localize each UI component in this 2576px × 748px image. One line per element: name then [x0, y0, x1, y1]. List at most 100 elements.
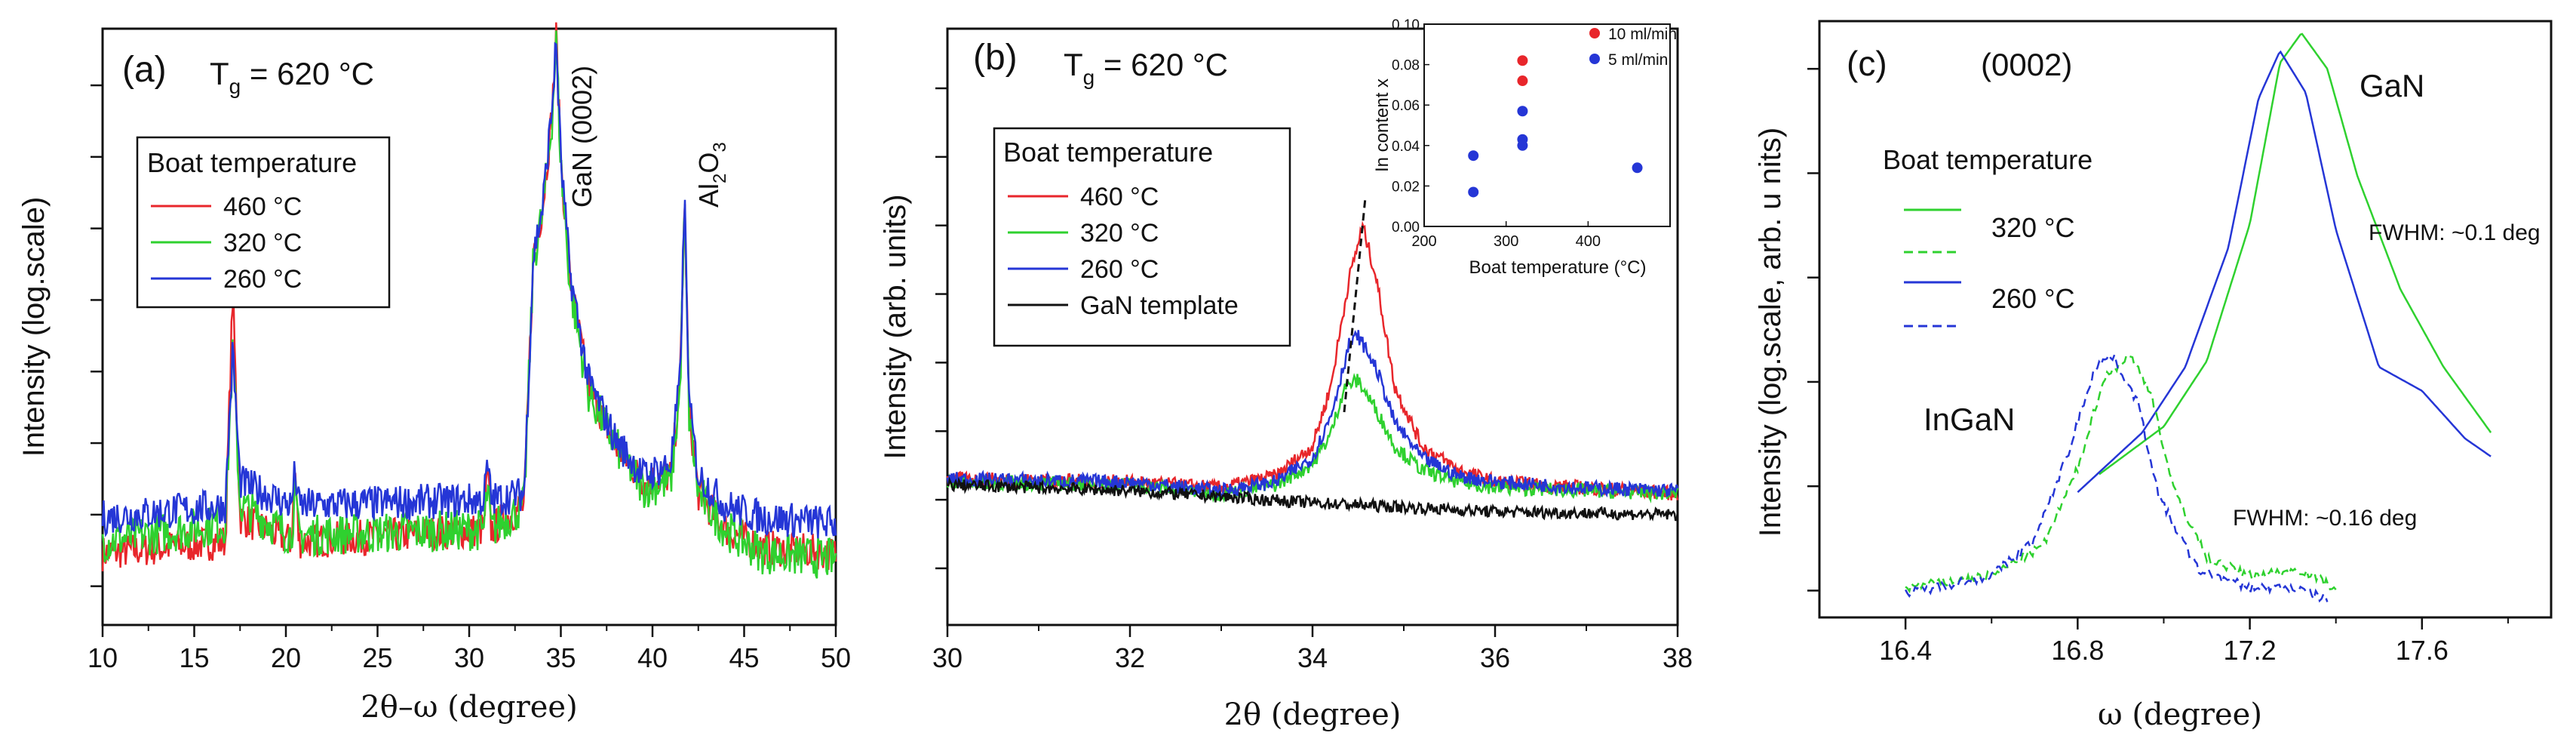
- x-tick-label: 16.8: [2051, 635, 2104, 666]
- inset-x-tick-label: 400: [1576, 233, 1601, 250]
- series-line: [2099, 32, 2492, 476]
- panel-c-lines: [1905, 32, 2492, 603]
- panel-c-ticks: 16.4 16.8 17.2 17.6: [1807, 67, 2509, 666]
- panel-b-legend: Boat temperature 460 °C 320 °C 260 °C GaN t…: [993, 127, 1291, 347]
- al-sub1: 2: [710, 174, 730, 183]
- annotation-rest: = 620 °C: [1095, 47, 1228, 82]
- panel-c-label: (c): [1847, 44, 1887, 83]
- inset-legend-marker: [1589, 28, 1600, 38]
- x-tick-label: 50: [821, 642, 851, 673]
- series-line: [2077, 50, 2492, 494]
- annotation-main: T: [1064, 47, 1083, 82]
- inset-xlabel: Boat temperature (°C): [1469, 257, 1646, 278]
- panel-c-frame: [1818, 20, 2553, 619]
- legend-label: 260 °C: [223, 265, 302, 294]
- panel-b-xlabel: 2θ (degree): [1224, 697, 1402, 732]
- al-sub2: 3: [710, 142, 730, 152]
- legend-entries: 460 °C 320 °C 260 °C GaN template: [1008, 183, 1239, 320]
- x-tick-label: 17.6: [2396, 635, 2449, 666]
- panel-b: 30 32 34 36 38 (b) Tg = 620 °C Boat temperat…: [879, 17, 1693, 732]
- inset-frame: [1423, 23, 1671, 227]
- peak-shift-guide: [1343, 197, 1367, 413]
- panel-c: 16.4 16.8 17.2 17.6 (c) (0002) GaN InGaN FW…: [1754, 20, 2553, 732]
- panel-b-annotation: Tg = 620 °C: [1064, 47, 1228, 89]
- inset-content: 200 300 400 0.00 0.02 0.04 0.06 0.08 0.10: [1392, 17, 1643, 250]
- legend-label: 260 °C: [1080, 255, 1159, 284]
- series-line: [1905, 352, 2337, 594]
- panel-a-legend: Boat temperature 460 °C 320 °C 260 °C: [136, 136, 391, 309]
- legend-title: Boat temperature: [147, 147, 357, 178]
- legend-label: 460 °C: [223, 192, 302, 221]
- label-ingan: InGaN: [1924, 402, 2015, 437]
- series-line: [1905, 351, 2329, 603]
- x-tick-label: 34: [1297, 642, 1328, 673]
- x-tick-label: 38: [1663, 642, 1693, 673]
- legend-label-320: 320 °C: [1991, 212, 2074, 243]
- fwhm-gan: FWHM: ~0.1 deg: [2369, 220, 2541, 245]
- x-tick-label: 16.4: [1879, 635, 1932, 666]
- inset-data-point: [1517, 106, 1528, 117]
- panel-a-annotation: Tg = 620 °C: [210, 56, 374, 98]
- x-tick-label: 40: [637, 642, 668, 673]
- panel-a: 10 15 20 25 30 35 40 45 50 (a) Tg = 620 °C Boat …: [17, 22, 851, 725]
- inset-y-tick-label: 0.10: [1392, 17, 1420, 33]
- panel-c-xlabel: ω (degree): [2098, 697, 2262, 732]
- x-tick-label: 45: [729, 642, 759, 673]
- panel-a-ticks: 10 15 20 25 30 35 40 45 50: [88, 84, 851, 673]
- annotation-sub: g: [229, 75, 241, 98]
- panel-b-ticks: 30 32 34 36 38: [932, 87, 1693, 673]
- inset-legend-label: 10 ml/min: [1608, 26, 1677, 43]
- panel-b-lines: [946, 220, 1679, 522]
- annotation-sub: g: [1083, 66, 1095, 89]
- inset-legend-marker: [1589, 54, 1600, 64]
- inset-y-tick-label: 0.06: [1392, 98, 1420, 114]
- peak-label-al2o3: Al2O3: [693, 142, 730, 208]
- inset-y-tick-label: 0.08: [1392, 58, 1420, 74]
- label-gan: GaN: [2360, 68, 2424, 103]
- inset-y-tick-label: 0.02: [1392, 179, 1420, 195]
- legend-label: 320 °C: [223, 229, 302, 257]
- x-tick-label: 17.2: [2224, 635, 2277, 666]
- panel-a-lines: [101, 22, 837, 579]
- fwhm-ingan: FWHM: ~0.16 deg: [2233, 506, 2417, 531]
- x-tick-label: 10: [88, 642, 118, 673]
- panel-a-ylabel: Intensity (log.scale): [17, 197, 51, 457]
- legend-label-260: 260 °C: [1991, 283, 2074, 314]
- x-tick-label: 15: [179, 642, 209, 673]
- al-main: Al: [693, 183, 724, 208]
- panel-c-annotation: (0002): [1981, 47, 2072, 82]
- inset-data-point: [1468, 186, 1479, 198]
- inset-data-point: [1517, 75, 1528, 87]
- panel-b-label: (b): [973, 38, 1018, 78]
- x-tick-label: 20: [271, 642, 301, 673]
- series-line: [947, 476, 1679, 522]
- series-line: [946, 220, 1679, 501]
- inset-chart: 200 300 400 0.00 0.02 0.04 0.06 0.08 0.10 Boat t…: [1372, 17, 1677, 278]
- legend-title: Boat temperature: [1883, 144, 2092, 175]
- inset-y-tick-label: 0.04: [1392, 139, 1420, 155]
- panel-c-legend: Boat temperature 320 °C 260 °C: [1883, 144, 2092, 328]
- inset-y-tick-label: 0.00: [1392, 220, 1420, 235]
- annotation-rest: = 620 °C: [241, 56, 374, 91]
- x-tick-label: 30: [932, 642, 963, 673]
- al-mid: O: [693, 152, 724, 174]
- panel-c-ylabel: Intensity (log.scale, arb. u nits): [1754, 128, 1787, 537]
- inset-legend: 10 ml/min 5 ml/min: [1589, 26, 1677, 69]
- inset-x-tick-label: 300: [1494, 233, 1518, 250]
- legend-title: Boat temperature: [1003, 137, 1213, 168]
- legend-box: [993, 127, 1291, 347]
- series-line: [946, 330, 1679, 499]
- x-tick-label: 36: [1480, 642, 1510, 673]
- legend-label: 320 °C: [1080, 219, 1159, 248]
- x-tick-label: 30: [454, 642, 484, 673]
- annotation-main: T: [210, 56, 229, 91]
- inset-x-tick-label: 200: [1411, 233, 1436, 250]
- peak-label-gan: GaN (0002): [566, 66, 597, 208]
- panel-a-xlabel: 2θ–ω (degree): [361, 690, 577, 725]
- inset-legend-label: 5 ml/min: [1608, 51, 1668, 69]
- x-tick-label: 32: [1115, 642, 1145, 673]
- x-tick-label: 25: [362, 642, 392, 673]
- series-line: [101, 42, 837, 539]
- legend-label: GaN template: [1080, 291, 1239, 320]
